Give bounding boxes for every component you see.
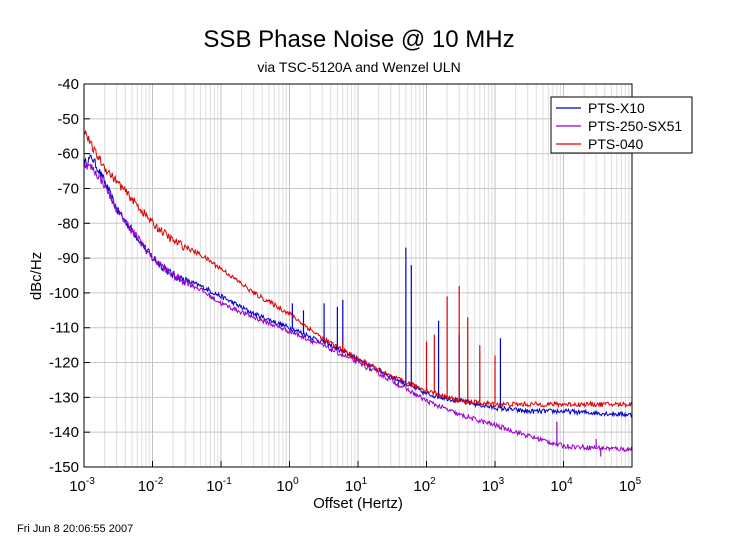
y-tick-label: -40: [57, 76, 79, 93]
x-tick-label: 10-3: [69, 476, 95, 495]
series-group: [83, 130, 633, 457]
chart-title: SSB Phase Noise @ 10 MHz: [203, 26, 515, 53]
y-tick-label: -150: [49, 459, 79, 476]
legend-label-pts-250-sx51: PTS-250-SX51: [588, 118, 682, 134]
y-tick-label: -100: [49, 285, 79, 302]
y-tick-label: -80: [57, 215, 79, 232]
y-tick-label: -110: [50, 320, 79, 337]
y-tick-label: -60: [57, 146, 79, 163]
legend: PTS-X10 PTS-250-SX51 PTS-040: [550, 96, 693, 154]
timestamp: Fri Jun 8 20:06:55 2007: [17, 523, 134, 535]
x-tick-label: 10-2: [138, 476, 164, 495]
y-tick-label: -140: [49, 424, 79, 441]
legend-label-pts-040: PTS-040: [588, 136, 643, 152]
y-tick-label: -50: [57, 111, 79, 128]
x-axis-label: Offset (Hertz): [313, 495, 403, 512]
ticks: 10-3 10-2 10-1 100 101 102 103 104 105 -40 -50 -60 -…: [49, 76, 642, 495]
y-tick-label: -70: [57, 180, 79, 197]
x-tick-label: 105: [619, 476, 642, 495]
x-tick-label: 102: [413, 476, 436, 495]
x-tick-label: 103: [482, 476, 505, 495]
chart-subtitle: via TSC-5120A and Wenzel ULN: [257, 59, 461, 75]
x-tick-label: 101: [345, 476, 368, 495]
y-tick-label: -120: [49, 355, 79, 372]
series-line-pts-040: [83, 130, 633, 409]
legend-label-pts-x10: PTS-X10: [588, 100, 645, 116]
y-tick-label: -90: [57, 250, 79, 267]
y-tick-label: -130: [49, 389, 79, 406]
x-tick-label: 10-1: [206, 476, 232, 495]
x-tick-label: 100: [276, 476, 299, 495]
y-axis-label: dBc/Hz: [28, 252, 45, 300]
x-tick-label: 104: [550, 476, 573, 495]
